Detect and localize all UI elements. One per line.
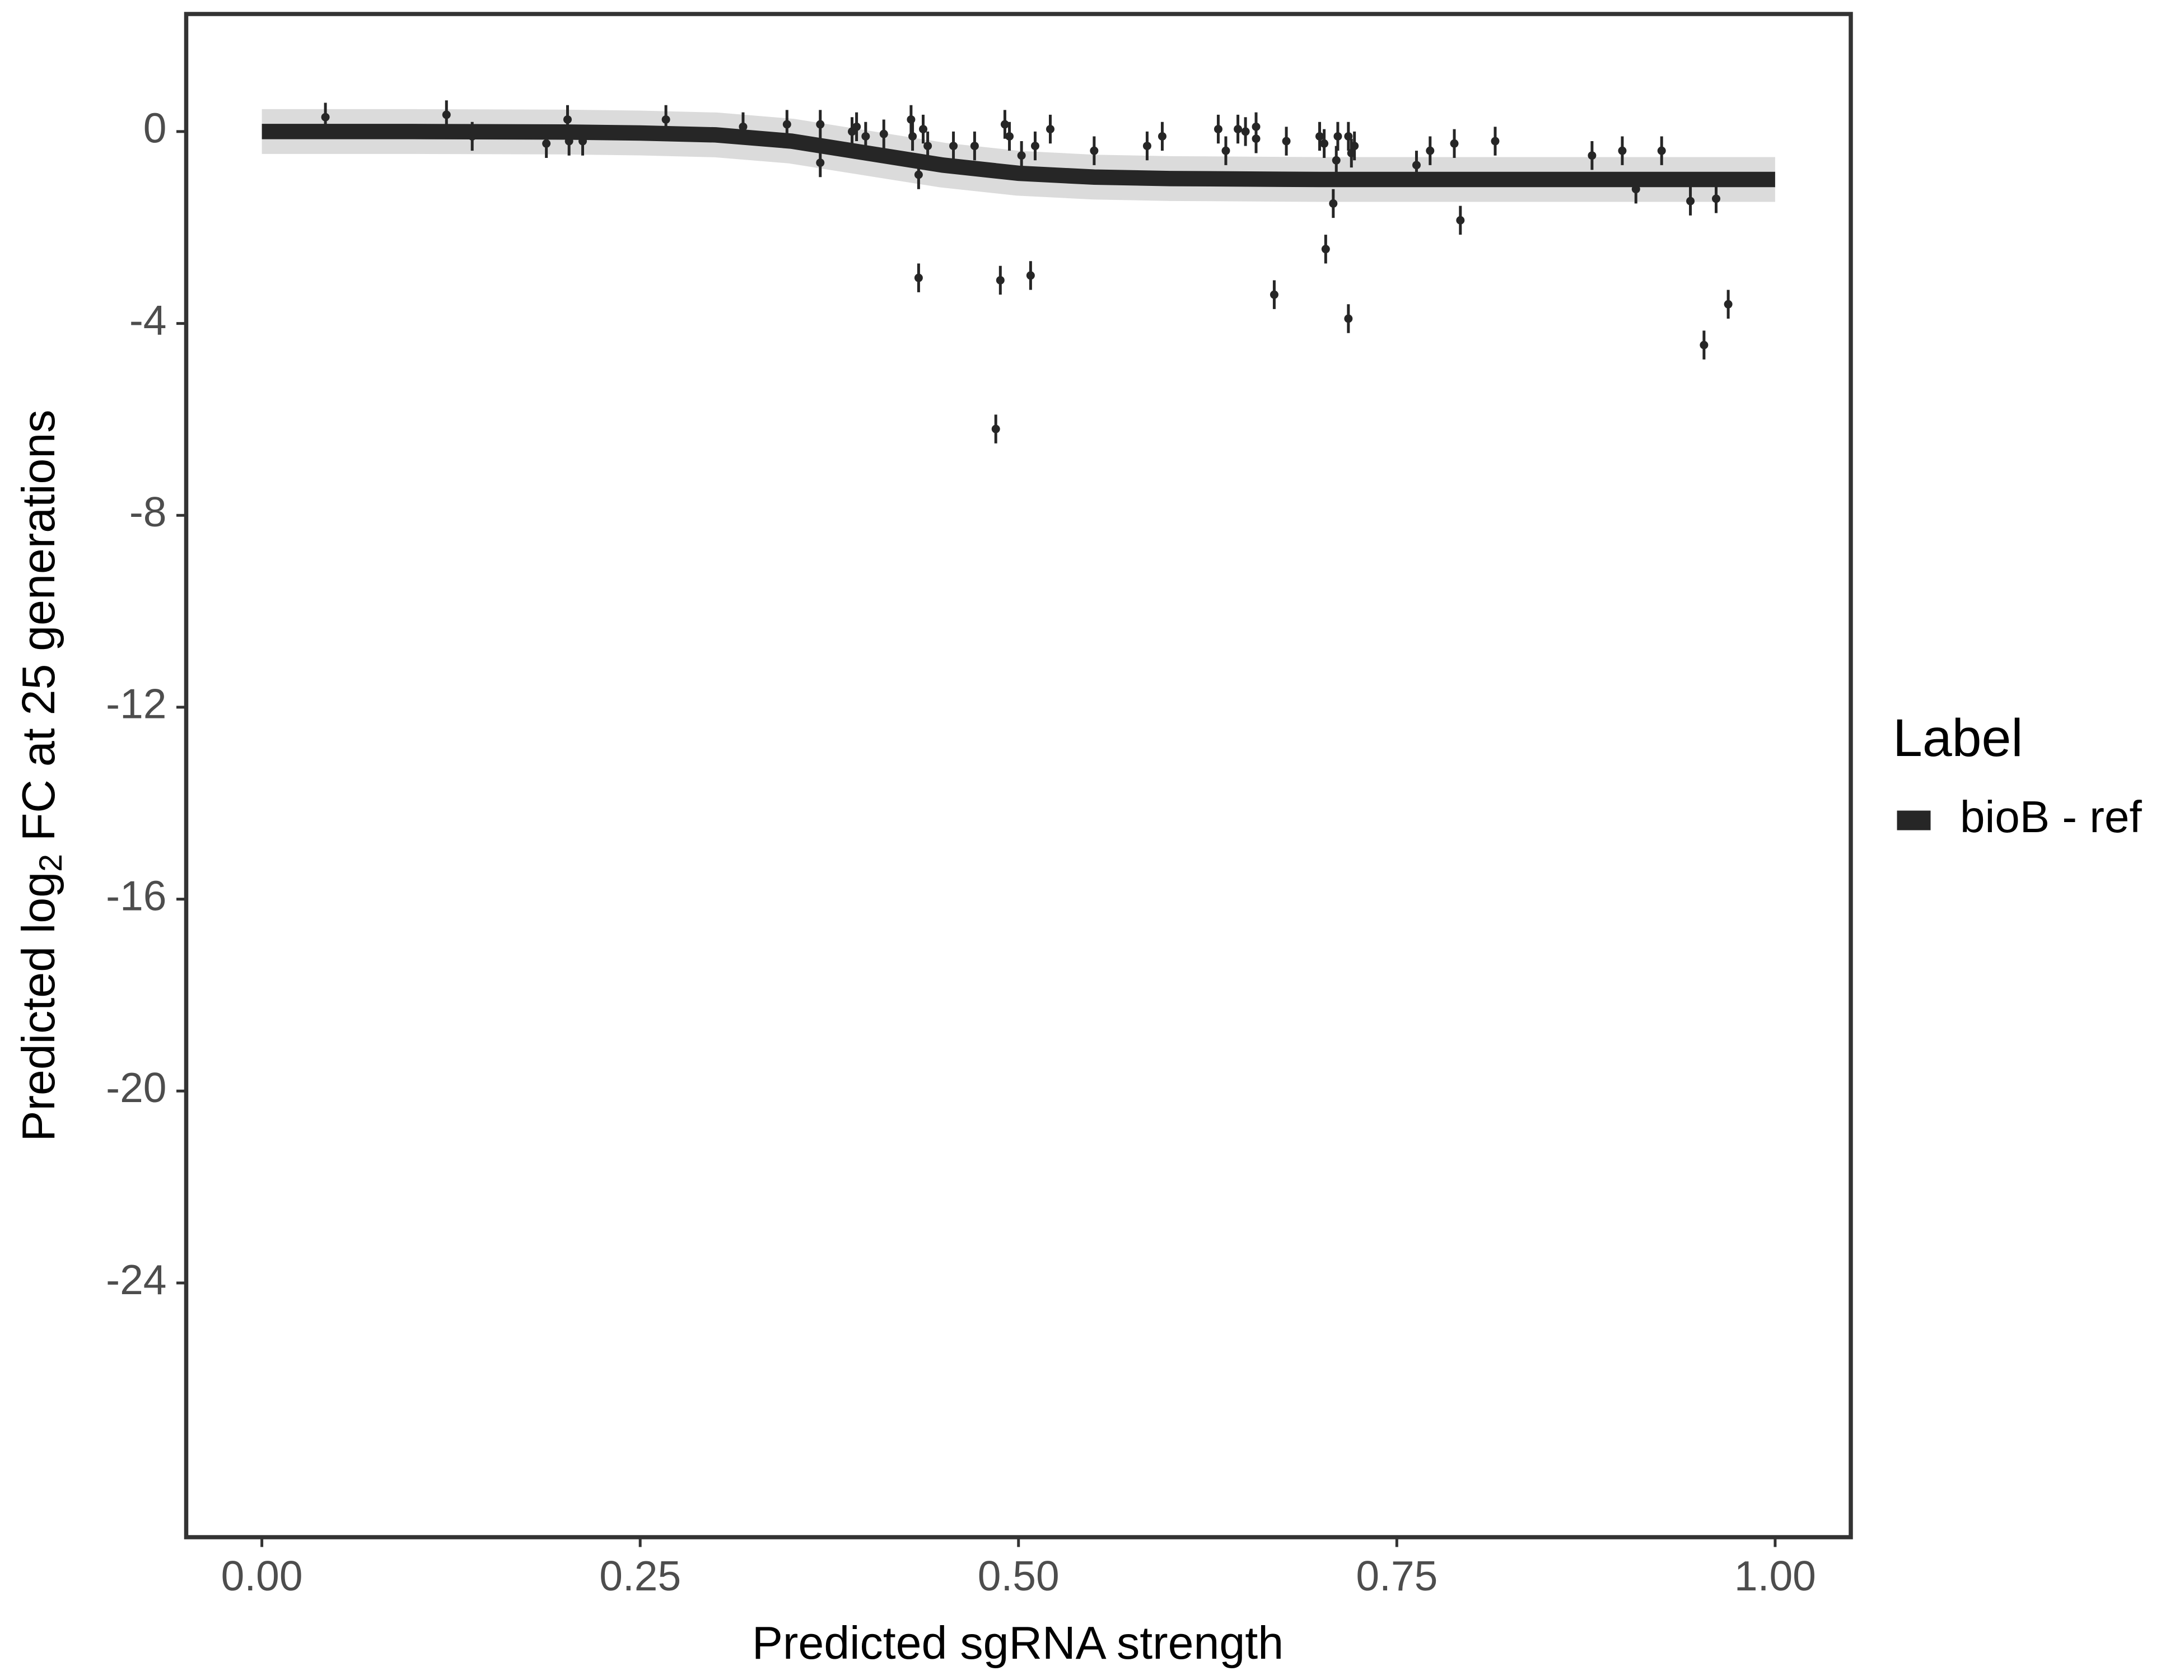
point <box>1030 142 1039 151</box>
point <box>1005 132 1014 141</box>
point <box>1350 142 1359 151</box>
point <box>879 129 888 138</box>
point <box>1158 132 1166 141</box>
legend-label: bioB - ref <box>1960 792 2142 842</box>
y-tick-label: -20 <box>106 1064 166 1111</box>
point <box>1252 134 1261 143</box>
point <box>1724 300 1733 309</box>
x-axis-label: Predicted sgRNA strength <box>752 1617 1284 1669</box>
point <box>1426 146 1435 155</box>
x-tick-label: 0.00 <box>221 1552 303 1599</box>
point <box>852 122 861 131</box>
point <box>542 139 551 148</box>
point <box>1234 125 1243 134</box>
point <box>991 424 1000 433</box>
y-tick-label: -24 <box>106 1256 166 1303</box>
point <box>1270 290 1278 299</box>
x-tick-label: 0.25 <box>599 1552 681 1599</box>
point <box>1241 127 1250 136</box>
point <box>1142 142 1151 151</box>
y-tick-label: -16 <box>106 872 166 919</box>
point <box>1686 197 1695 206</box>
point <box>1333 132 1342 141</box>
point <box>563 115 572 124</box>
point <box>923 142 932 151</box>
y-tick-label: 0 <box>143 105 167 152</box>
point <box>578 137 587 146</box>
point <box>919 125 928 134</box>
point <box>468 132 477 141</box>
point <box>1000 120 1009 129</box>
point <box>1456 216 1465 225</box>
point <box>861 132 870 141</box>
point <box>739 122 748 131</box>
x-tick-label: 1.00 <box>1734 1552 1816 1599</box>
point <box>1332 156 1341 165</box>
point <box>1017 151 1026 160</box>
point <box>1315 132 1324 141</box>
point <box>1321 245 1330 254</box>
point <box>321 113 330 122</box>
y-axis-label: Predicted log2 FC at 25 generations <box>13 410 69 1142</box>
point <box>1588 151 1597 160</box>
point <box>1450 139 1459 148</box>
y-label-part: Predicted log <box>13 872 64 1142</box>
x-tick-label: 0.50 <box>978 1552 1060 1599</box>
point <box>996 276 1005 284</box>
point <box>816 158 825 167</box>
point <box>564 137 573 146</box>
point <box>1046 125 1054 134</box>
point <box>914 170 923 179</box>
y-tick-label: -8 <box>129 488 167 535</box>
point <box>1344 314 1353 323</box>
point <box>908 132 917 141</box>
point <box>1700 340 1709 349</box>
y-tick-label: -4 <box>129 296 167 343</box>
point <box>1026 271 1035 280</box>
point <box>1221 146 1230 155</box>
point <box>1344 132 1353 141</box>
point <box>1657 146 1666 155</box>
point <box>442 110 451 119</box>
point <box>1282 137 1291 146</box>
point <box>1618 146 1627 155</box>
line <box>262 124 1775 188</box>
point <box>1329 199 1338 208</box>
legend-key <box>1897 810 1931 830</box>
point <box>1412 161 1421 170</box>
x-tick-label: 0.75 <box>1356 1552 1438 1599</box>
y-label-part: FC at 25 generations <box>13 410 64 854</box>
point <box>1491 137 1500 146</box>
point <box>1320 139 1329 148</box>
point <box>816 120 825 129</box>
point <box>1214 125 1222 134</box>
point <box>1711 194 1720 203</box>
legend-title: Label <box>1893 708 2023 768</box>
y-label-sub: 2 <box>33 854 69 872</box>
point <box>914 273 923 282</box>
panel-border <box>184 12 1853 1539</box>
point <box>949 142 958 151</box>
point <box>1631 185 1640 194</box>
point <box>907 115 916 124</box>
point <box>782 120 791 129</box>
point <box>1090 146 1099 155</box>
y-tick-label: -12 <box>106 680 166 727</box>
point <box>970 142 979 151</box>
point <box>661 115 670 124</box>
